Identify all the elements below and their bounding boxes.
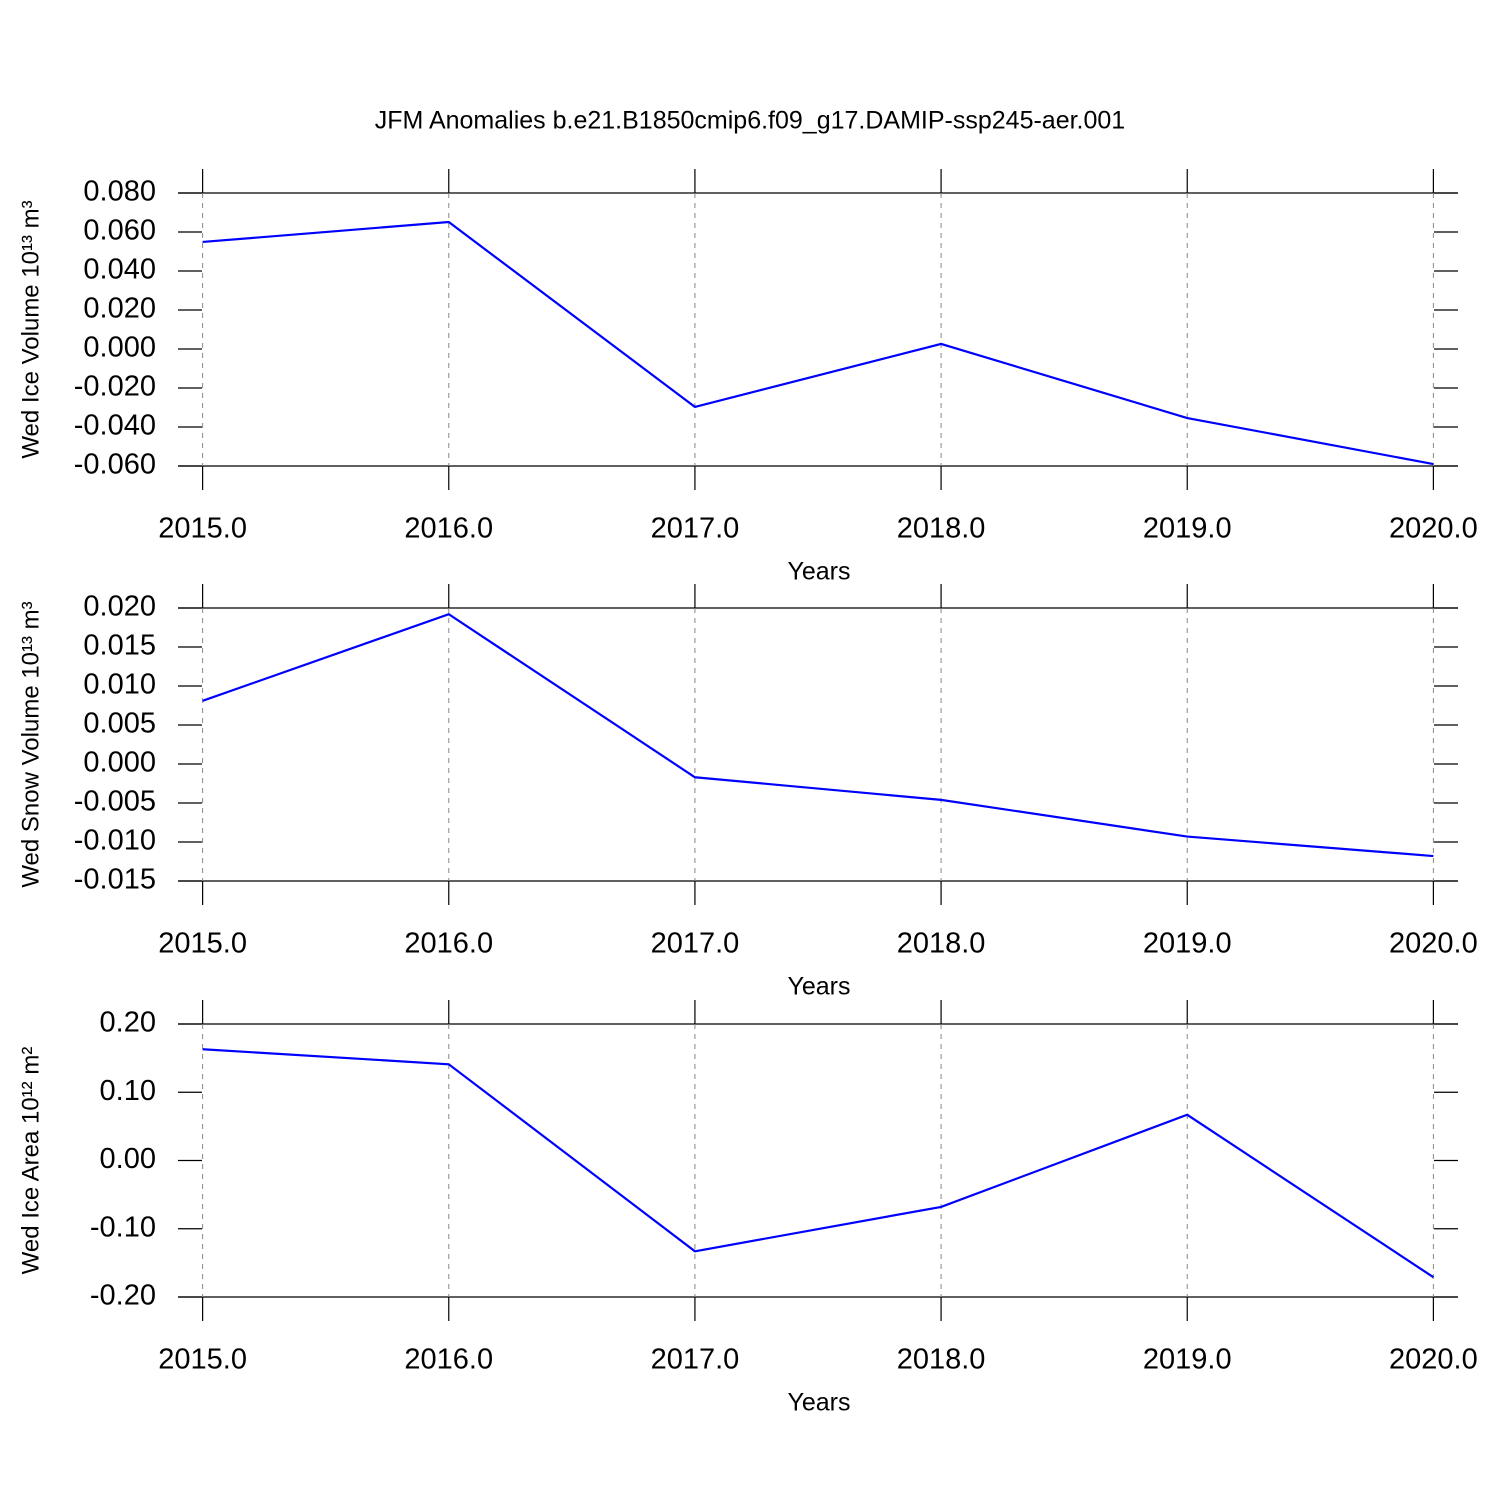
y-tick-label: 0.010: [83, 669, 156, 701]
y-tick-label: -0.010: [74, 825, 156, 857]
y-axis-label: Wed Ice Area 10¹² m²: [17, 1047, 44, 1275]
y-axis-label: Wed Snow Volume 10¹³ m³: [17, 601, 44, 887]
x-tick-label: 2019.0: [1143, 1344, 1232, 1376]
data-line: [202, 1048, 1434, 1279]
y-tick-label: -0.020: [74, 371, 156, 403]
x-tick-label: 2015.0: [158, 513, 247, 545]
y-tick-label: -0.20: [90, 1280, 156, 1312]
x-tick-label: 2018.0: [897, 1344, 986, 1376]
y-tick-label: 0.020: [83, 293, 156, 325]
y-axis-label: Wed Ice Volume 10¹³ m³: [17, 200, 44, 458]
y-tick-label: 0.10: [100, 1075, 156, 1107]
y-tick-label: 0.080: [83, 176, 156, 208]
x-axis-label: Years: [787, 973, 850, 1001]
data-line: [202, 613, 1434, 858]
y-tick-label: 0.060: [83, 215, 156, 247]
x-tick-label: 2016.0: [404, 928, 493, 960]
x-tick-label: 2020.0: [1389, 513, 1478, 545]
y-tick-label: 0.00: [100, 1143, 156, 1175]
x-tick-label: 2019.0: [1143, 513, 1232, 545]
y-tick-label: -0.005: [74, 786, 156, 818]
y-tick-label: 0.005: [83, 708, 156, 740]
x-tick-label: 2020.0: [1389, 928, 1478, 960]
y-tick-label: -0.10: [90, 1211, 156, 1243]
x-tick-label: 2019.0: [1143, 928, 1232, 960]
x-tick-label: 2018.0: [897, 513, 986, 545]
x-tick-label: 2018.0: [897, 928, 986, 960]
x-tick-label: 2016.0: [404, 513, 493, 545]
y-tick-label: -0.040: [74, 410, 156, 442]
x-tick-label: 2017.0: [651, 513, 740, 545]
y-tick-label: -0.060: [74, 449, 156, 481]
x-tick-label: 2017.0: [651, 1344, 740, 1376]
data-line: [202, 220, 1434, 466]
x-tick-label: 2015.0: [158, 1344, 247, 1376]
y-tick-label: 0.040: [83, 254, 156, 286]
x-tick-label: 2020.0: [1389, 1344, 1478, 1376]
y-tick-label: 0.000: [83, 332, 156, 364]
x-axis-label: Years: [787, 558, 850, 586]
x-tick-label: 2015.0: [158, 928, 247, 960]
x-axis-label: Years: [787, 1389, 850, 1417]
y-tick-label: 0.015: [83, 630, 156, 662]
x-tick-label: 2016.0: [404, 1344, 493, 1376]
y-tick-label: -0.015: [74, 864, 156, 896]
y-tick-label: 0.020: [83, 591, 156, 623]
figure-title: JFM Anomalies b.e21.B1850cmip6.f09_g17.D…: [375, 107, 1125, 135]
y-tick-label: 0.20: [100, 1007, 156, 1039]
y-tick-label: 0.000: [83, 747, 156, 779]
x-tick-label: 2017.0: [651, 928, 740, 960]
